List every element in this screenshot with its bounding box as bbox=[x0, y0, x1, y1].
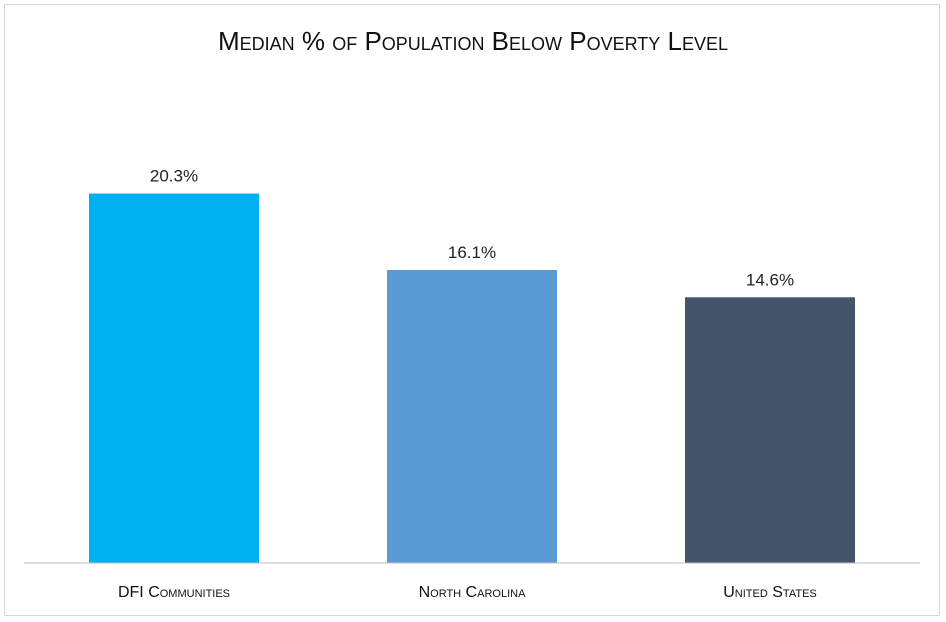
data-label-dfi-communities: 20.3% bbox=[150, 167, 198, 186]
bar-north-carolina bbox=[387, 269, 557, 563]
data-labels-group: 20.3% 16.1% 14.6% bbox=[150, 167, 794, 290]
x-tick-label-dfi-communities: DFI Communities bbox=[118, 584, 230, 601]
bars-group bbox=[89, 193, 855, 564]
x-tick-labels-group: DFI Communities North Carolina United Stat… bbox=[118, 584, 817, 601]
chart-title: Median % of Population Below Poverty Lev… bbox=[217, 26, 728, 56]
data-label-north-carolina: 16.1% bbox=[448, 243, 496, 262]
x-tick-label-north-carolina: North Carolina bbox=[419, 584, 526, 601]
bar-dfi-communities bbox=[89, 193, 259, 564]
bar-united-states bbox=[685, 297, 855, 563]
data-label-united-states: 14.6% bbox=[746, 270, 794, 289]
x-tick-label-united-states: United States bbox=[723, 584, 817, 601]
